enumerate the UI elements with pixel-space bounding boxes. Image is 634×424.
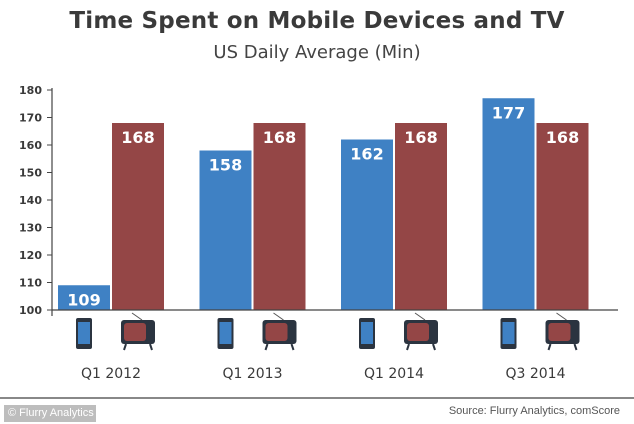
source-note: Source: Flurry Analytics, comScore [448,405,620,417]
y-tick-label: 120 [19,249,42,262]
tv-leg [547,343,552,351]
y-tick-label: 130 [19,222,42,235]
tv-antenna [556,312,567,321]
bar-mobile [58,285,110,310]
bar-value-label: 162 [350,145,383,164]
bar-value-label: 168 [404,128,437,147]
tv-screen [124,323,146,341]
bar-mobile [199,150,252,310]
bar-value-label: 168 [121,128,154,147]
y-tick-label: 170 [19,112,42,125]
flurry-logo: © Flurry Analytics [4,405,96,422]
tv-leg [432,343,436,351]
category-label: Q3 2014 [505,366,565,382]
bar-mobile [341,139,393,310]
tv-antenna [273,312,284,321]
tv-leg [264,343,269,351]
smartphone-screen [78,322,90,344]
category-label: Q1 2012 [81,366,141,382]
y-tick-label: 150 [19,167,42,180]
bar-value-label: 168 [546,128,579,147]
bar-value-label: 168 [263,128,296,147]
bar-tv [395,123,447,310]
tv-antenna [131,312,143,321]
tv-antenna [414,312,426,321]
bar-tv [536,123,589,310]
y-tick-label: 110 [19,277,42,290]
tv-leg [123,343,127,351]
tv-screen [407,323,429,341]
smartphone-screen [219,322,232,344]
bar-tv [112,123,164,310]
chart-title: Time Spent on Mobile Devices and TV [69,8,565,34]
smartphone-screen [361,322,373,344]
chart-subtitle: US Daily Average (Min) [213,42,421,63]
bar-value-label: 177 [492,103,525,122]
bar-value-label: 158 [209,156,242,175]
tv-leg [290,343,295,351]
bar-chart: 100 110 120 130 140 150 160 170 180 109 168 Q1 2012… [19,84,618,382]
y-tick-label: 160 [19,139,42,152]
smartphone-screen [502,322,515,344]
bar-value-label: 109 [67,290,100,309]
category-label: Q1 2014 [364,366,424,382]
tv-leg [149,343,153,351]
tv-leg [573,343,578,351]
y-tick-label: 100 [19,304,42,317]
tv-screen [548,323,571,341]
tv-leg [406,343,410,351]
category-label: Q1 2013 [222,366,282,382]
bar-mobile [482,98,535,310]
bar-tv [253,123,306,310]
tv-screen [265,323,288,341]
y-tick-label: 140 [19,194,42,207]
footer-divider [0,397,634,399]
y-tick-label: 180 [19,84,42,97]
